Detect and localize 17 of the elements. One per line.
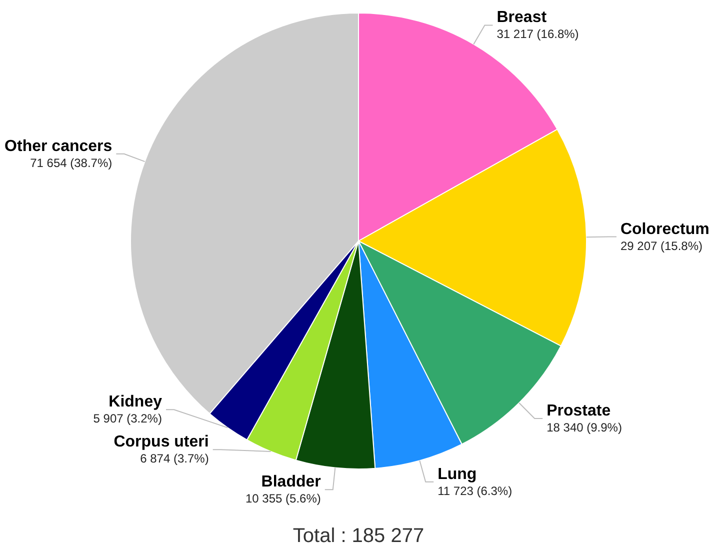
slice-label: Lung (438, 466, 477, 483)
slice-label: Prostate (546, 402, 611, 420)
data-label: 29 207 (15.8%) (620, 238, 703, 253)
data-label: 71 654 (38.7%) (30, 156, 112, 170)
slice-label: Bladder (261, 474, 321, 491)
text: Total : 185 277 (292, 525, 424, 547)
data-label: 18 340 (9.9%) (546, 420, 622, 434)
data-label: 6 874 (3.7%) (140, 452, 209, 466)
data-label: 5 907 (3.2%) (93, 412, 162, 426)
data-label: 10 355 (5.6%) (246, 492, 321, 506)
slice-label: Corpus uteri (114, 434, 209, 451)
data-label: 11 723 (6.3%) (438, 484, 512, 498)
slice-label: Other cancers (4, 138, 112, 155)
data-label: 31 217 (16.8%) (496, 27, 579, 42)
slice-label: Colorectum (620, 220, 710, 238)
slice-label: Kidney (108, 394, 162, 411)
slice-label: Breast (496, 9, 548, 26)
